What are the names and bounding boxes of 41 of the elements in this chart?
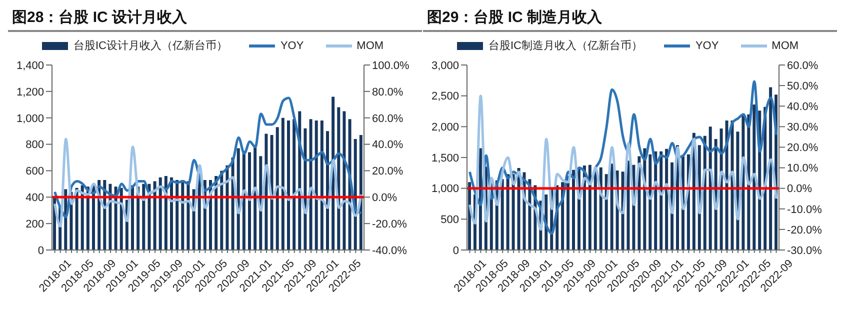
y-tick-label: 200 <box>26 218 44 230</box>
y2-tick-label: 40.0% <box>787 101 818 114</box>
y2-tick-label: -20.0% <box>372 218 408 230</box>
y-tick-label: 800 <box>26 139 44 152</box>
legend-label: YOY <box>280 40 304 52</box>
y2-tick-label: -20.0% <box>787 224 822 236</box>
y-tick-label: 0 <box>452 244 459 257</box>
y-tick-label: 0 <box>38 244 44 257</box>
y-tick-label: 1,500 <box>431 152 459 164</box>
y-tick-label: 3,000 <box>431 60 459 72</box>
y-tick-label: 600 <box>26 166 44 178</box>
y2-tick-label: 40.0% <box>372 139 404 152</box>
y2-tick-label: -10.0% <box>787 204 822 216</box>
y2-tick-label: 60.0% <box>372 112 404 125</box>
y2-tick-label: 60.0% <box>787 60 818 72</box>
y-tick-label: 2,500 <box>431 90 459 103</box>
y2-tick-label: 0.0% <box>372 192 398 204</box>
y2-tick-label: 0.0% <box>787 183 812 196</box>
chart-title: 图29：台股 IC 制造月收入 <box>423 8 837 32</box>
y2-tick-label: 30.0% <box>787 122 818 134</box>
y-tick-label: 1,000 <box>431 183 459 196</box>
legend-label: 台股IC制造月收入（亿新台币） <box>488 38 642 53</box>
legend-label: MOM <box>772 40 799 52</box>
legend-label: 台股IC设计月收入（亿新台币） <box>73 38 228 53</box>
legend-label: YOY <box>695 40 719 52</box>
y2-tick-label: 10.0% <box>787 162 818 175</box>
y2-tick-label: -30.0% <box>787 244 822 257</box>
y2-tick-label: 100.0% <box>372 60 410 72</box>
y2-tick-label: -40.0% <box>372 244 408 257</box>
legend-label: MOM <box>356 40 384 52</box>
y-tick-label: 500 <box>440 214 459 226</box>
y-tick-label: 400 <box>26 192 44 204</box>
y2-tick-label: 50.0% <box>787 80 818 92</box>
y-tick-label: 1,400 <box>16 60 44 72</box>
y-tick-label: 1,200 <box>16 86 44 98</box>
y2-tick-label: 20.0% <box>787 142 818 154</box>
chart-title: 图28：台股 IC 设计月收入 <box>8 8 422 32</box>
y-tick-label: 2,000 <box>431 122 459 134</box>
y2-tick-label: 80.0% <box>372 86 404 98</box>
y2-tick-label: 20.0% <box>372 166 404 178</box>
y-tick-label: 1,000 <box>16 112 44 125</box>
